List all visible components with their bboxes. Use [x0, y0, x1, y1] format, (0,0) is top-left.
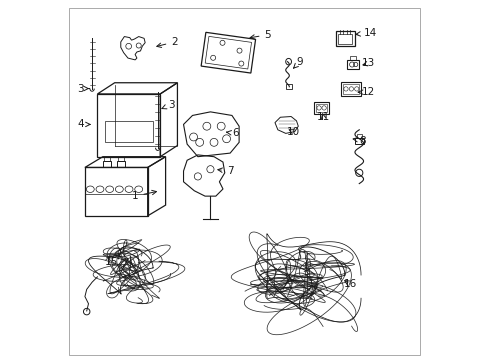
Text: 14: 14 — [355, 28, 376, 38]
Text: 15: 15 — [105, 254, 120, 267]
Bar — [335, 31, 354, 45]
Text: 5: 5 — [249, 30, 270, 40]
Bar — [341, 82, 360, 96]
Bar — [85, 167, 147, 216]
Bar — [117, 161, 125, 167]
Text: 6: 6 — [226, 129, 238, 138]
Bar — [337, 34, 352, 44]
Text: 4: 4 — [77, 120, 90, 129]
Bar — [343, 84, 359, 94]
Text: 2: 2 — [157, 37, 178, 48]
Text: 7: 7 — [218, 166, 233, 176]
Text: 10: 10 — [286, 127, 299, 136]
Bar — [102, 161, 110, 167]
Bar — [349, 56, 355, 60]
Bar — [104, 121, 153, 142]
Text: 9: 9 — [293, 57, 303, 68]
Text: 8: 8 — [352, 136, 366, 145]
Text: 12: 12 — [358, 87, 374, 97]
Bar — [104, 157, 109, 161]
Bar — [118, 157, 124, 161]
Text: 1: 1 — [132, 190, 156, 201]
Bar — [315, 104, 326, 112]
Bar — [314, 102, 328, 114]
Text: 13: 13 — [361, 58, 374, 68]
Bar — [285, 84, 292, 89]
Bar — [346, 60, 359, 69]
Bar — [356, 134, 362, 138]
Text: 3: 3 — [77, 84, 89, 94]
Bar — [354, 138, 363, 144]
Bar — [97, 94, 160, 157]
Text: 11: 11 — [316, 112, 329, 122]
Text: 16: 16 — [343, 279, 356, 289]
Text: 3: 3 — [162, 100, 174, 110]
